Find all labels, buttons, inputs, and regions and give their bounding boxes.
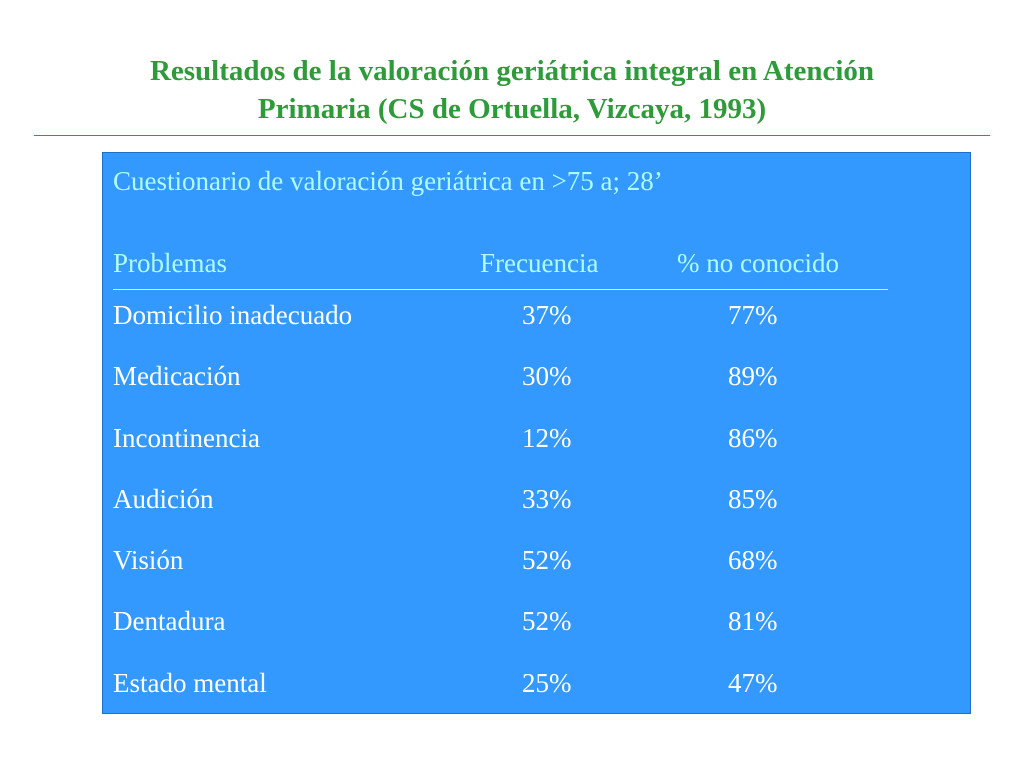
problem-cell: Audición bbox=[113, 483, 214, 514]
table-row: Audición 33% 85% bbox=[103, 483, 970, 544]
table-subtitle: Cuestionario de valoración geriátrica en… bbox=[113, 166, 663, 196]
slide-title: Resultados de la valoración geriátrica i… bbox=[60, 52, 964, 128]
frequency-cell: 33% bbox=[522, 483, 572, 514]
problem-cell: Dentadura bbox=[113, 606, 226, 637]
unknown-pct-cell: 68% bbox=[728, 545, 778, 576]
header-divider bbox=[113, 289, 888, 290]
unknown-pct-cell: 81% bbox=[728, 606, 778, 637]
frequency-cell: 12% bbox=[522, 422, 572, 453]
table-row: Incontinencia 12% 86% bbox=[103, 422, 970, 483]
table-row: Estado mental 25% 47% bbox=[103, 667, 970, 728]
unknown-pct-cell: 86% bbox=[728, 422, 778, 453]
frequency-cell: 25% bbox=[522, 667, 572, 698]
column-header-frequency: Frecuencia bbox=[480, 248, 599, 278]
slide-title-line-2: Primaria (CS de Ortuella, Vizcaya, 1993) bbox=[257, 93, 767, 125]
title-divider bbox=[34, 135, 990, 136]
table-row: Domicilio inadecuado 37% 77% bbox=[103, 299, 970, 360]
results-table-panel: Cuestionario de valoración geriátrica en… bbox=[102, 152, 971, 714]
problem-cell: Estado mental bbox=[113, 667, 267, 698]
frequency-cell: 52% bbox=[522, 545, 572, 576]
slide-title-line-1: Resultados de la valoración geriátrica i… bbox=[149, 55, 875, 87]
unknown-pct-cell: 77% bbox=[728, 300, 778, 330]
table-row: Visión 52% 68% bbox=[103, 544, 970, 605]
problem-cell: Visión bbox=[113, 545, 184, 576]
unknown-pct-cell: 89% bbox=[728, 361, 778, 392]
frequency-cell: 30% bbox=[522, 361, 572, 392]
problem-cell: Medicación bbox=[113, 361, 241, 392]
unknown-pct-cell: 85% bbox=[728, 483, 778, 514]
unknown-pct-cell: 47% bbox=[728, 667, 778, 698]
column-header-unknown-pct: % no conocido bbox=[677, 248, 839, 278]
frequency-cell: 52% bbox=[522, 606, 572, 637]
problem-cell: Domicilio inadecuado bbox=[113, 300, 353, 330]
table-body: Domicilio inadecuado 37% 77% Medicación … bbox=[103, 299, 970, 728]
problem-cell: Incontinencia bbox=[113, 422, 260, 453]
column-header-problems: Problemas bbox=[113, 248, 227, 278]
table-row: Medicación 30% 89% bbox=[103, 360, 970, 421]
table-row: Dentadura 52% 81% bbox=[103, 605, 970, 666]
frequency-cell: 37% bbox=[522, 300, 572, 330]
